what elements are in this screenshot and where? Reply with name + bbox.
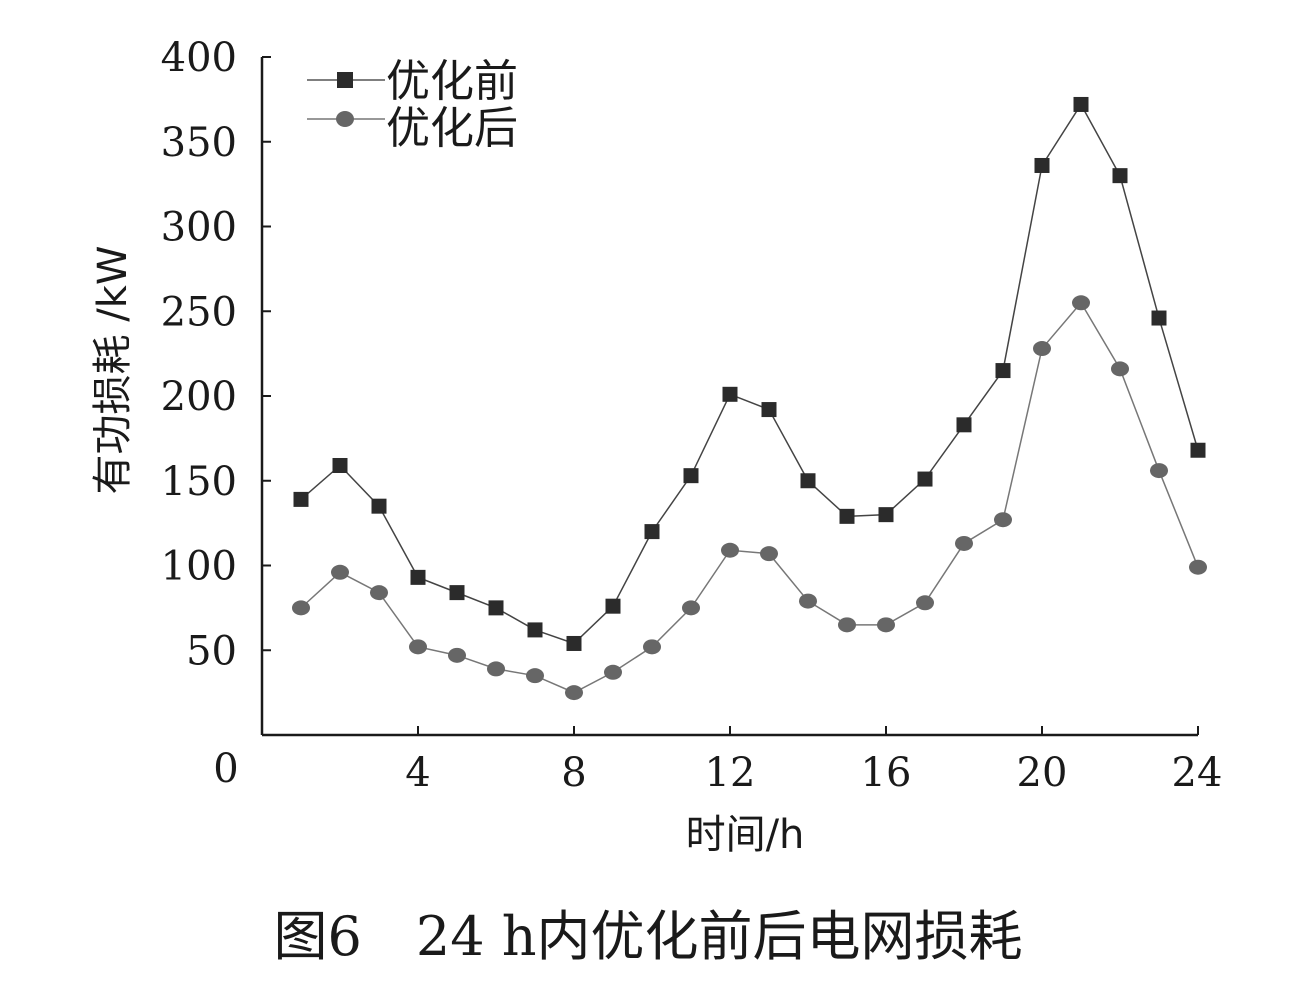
y-tick-label: 100	[161, 544, 237, 590]
data-point	[409, 639, 427, 655]
x-tick-label: 4	[405, 750, 430, 796]
y-tick-label: 250	[161, 289, 237, 335]
legend-label-after: 优化后	[386, 103, 518, 154]
data-point	[1151, 310, 1167, 326]
data-point	[682, 600, 700, 616]
data-point	[838, 617, 856, 633]
series-layer	[292, 96, 1207, 701]
series-before	[293, 96, 1206, 651]
data-point	[956, 417, 972, 433]
data-point	[565, 685, 583, 701]
y-axis-title: 有功损耗 /kW	[90, 246, 136, 495]
origin-label: 0	[213, 746, 238, 792]
y-tick-label: 350	[161, 120, 237, 166]
data-point	[605, 598, 621, 614]
data-point	[449, 585, 465, 601]
x-ticks: 4 8 12 16 20 24	[405, 726, 1222, 796]
data-point	[293, 491, 309, 507]
data-point	[799, 593, 817, 609]
data-point	[371, 498, 387, 514]
data-point	[683, 468, 699, 484]
y-tick-label: 200	[161, 374, 237, 420]
data-point	[370, 585, 388, 601]
data-point	[917, 471, 933, 487]
y-tick-label: 50	[186, 628, 237, 674]
data-point	[566, 635, 582, 651]
y-ticks: 50 100 150 200 250 300 350 400	[161, 35, 271, 674]
data-point	[995, 363, 1011, 379]
y-tick-label: 300	[161, 205, 237, 251]
data-point	[1111, 361, 1129, 377]
data-point	[487, 661, 505, 677]
data-point	[721, 542, 739, 558]
x-tick-label: 8	[561, 750, 586, 796]
data-point	[916, 595, 934, 611]
data-point	[1189, 559, 1207, 575]
y-tick-label: 150	[161, 459, 237, 505]
data-point	[1190, 442, 1206, 458]
data-point	[839, 508, 855, 524]
legend-marker-before	[337, 72, 353, 88]
data-point	[526, 668, 544, 684]
data-point	[488, 600, 504, 616]
series-line	[300, 301, 1199, 694]
data-point	[1150, 463, 1168, 479]
data-point	[878, 507, 894, 523]
data-point	[760, 546, 778, 562]
x-axis-title: 时间/h	[686, 812, 805, 858]
legend-label-before: 优化前	[386, 56, 518, 107]
data-point	[448, 647, 466, 663]
data-point	[410, 569, 426, 585]
data-point	[955, 535, 973, 551]
data-point	[332, 457, 348, 473]
data-point	[1073, 96, 1089, 112]
data-point	[644, 524, 660, 540]
y-tick-label: 400	[161, 35, 237, 81]
data-point	[994, 512, 1012, 528]
series-line	[300, 102, 1199, 645]
data-point	[1112, 168, 1128, 184]
x-tick-label: 12	[705, 750, 756, 796]
data-point	[1034, 157, 1050, 173]
series-after	[292, 295, 1207, 701]
data-point	[643, 639, 661, 655]
data-point	[604, 664, 622, 680]
x-tick-label: 24	[1172, 750, 1223, 796]
figure-caption: 图6 24 h内优化前后电网损耗	[273, 905, 1022, 968]
legend-marker-after	[336, 111, 354, 127]
data-point	[722, 386, 738, 402]
legend: 优化前 优化后	[307, 56, 518, 154]
data-point	[1072, 295, 1090, 311]
x-tick-label: 16	[861, 750, 912, 796]
data-point	[527, 622, 543, 638]
data-point	[800, 473, 816, 489]
data-point	[761, 402, 777, 418]
data-point	[877, 617, 895, 633]
data-point	[292, 600, 310, 616]
data-point	[1033, 341, 1051, 357]
x-tick-label: 20	[1017, 750, 1068, 796]
data-point	[331, 564, 349, 580]
